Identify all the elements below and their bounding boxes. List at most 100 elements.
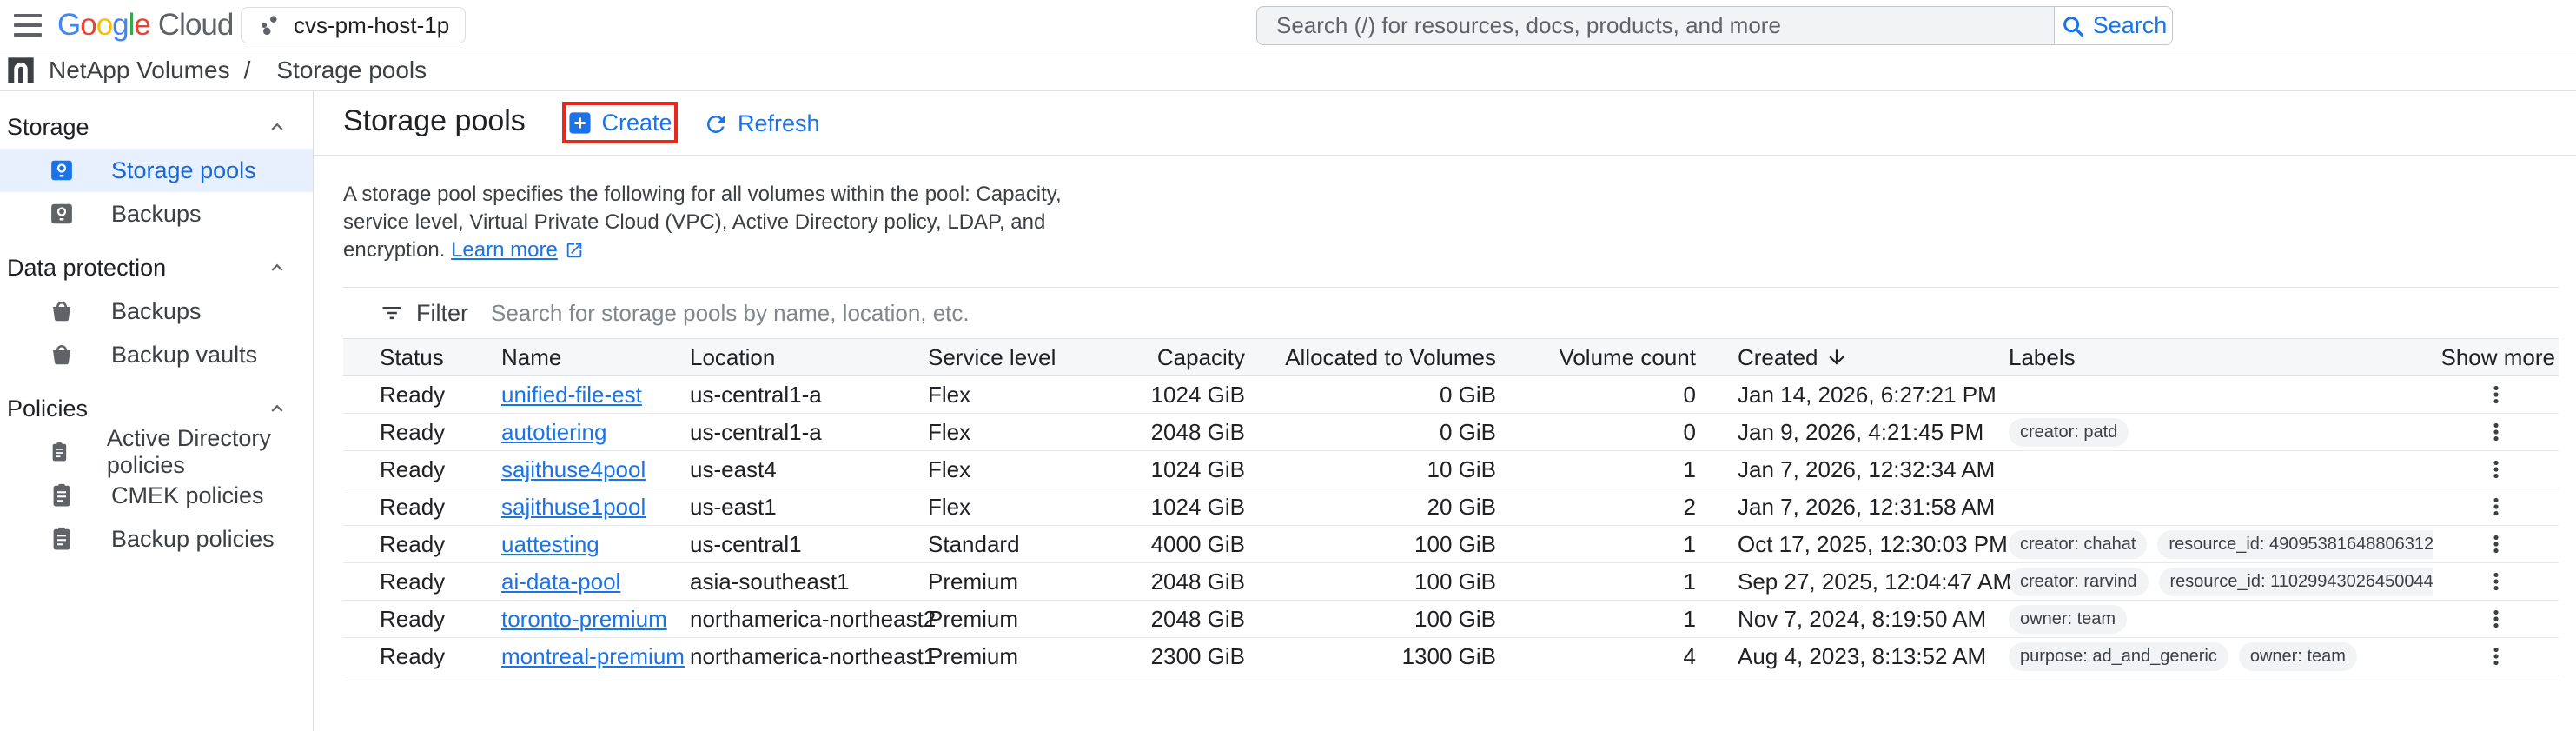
create-button[interactable]: Create — [562, 109, 677, 137]
row-actions-menu[interactable] — [2479, 601, 2513, 636]
pool-name-link[interactable]: unified-file-est — [501, 381, 642, 408]
status-cell: Ready — [380, 642, 446, 669]
status-cell: Ready — [380, 605, 446, 632]
sidebar-item-storage-pools[interactable]: Storage pools — [0, 149, 313, 192]
learn-more-link[interactable]: Learn more — [451, 236, 584, 264]
column-header-volume-count[interactable]: Volume count — [1559, 343, 1696, 370]
capacity-cell: 1024 GiB — [1150, 455, 1245, 482]
three-dot-menu-icon — [2493, 422, 2499, 442]
location-cell: us-central1-a — [690, 418, 822, 445]
column-header-location[interactable]: Location — [690, 343, 776, 370]
column-header-labels[interactable]: Labels — [2009, 343, 2076, 370]
search-input[interactable] — [1256, 6, 2054, 45]
sidebar-item-active-directory-policies[interactable]: Active Directory policies — [0, 425, 313, 478]
table-row: Ready sajithuse1pool us-east1 Flex 1024 … — [343, 488, 2559, 526]
row-actions-menu[interactable] — [2479, 415, 2513, 449]
volume-count-cell: 1 — [1683, 605, 1696, 632]
volume-count-cell: 2 — [1683, 493, 1696, 520]
pool-name-link[interactable]: uattesting — [501, 530, 599, 557]
service-level-cell: Flex — [928, 455, 971, 482]
row-actions-menu[interactable] — [2479, 527, 2513, 562]
pool-name-link[interactable]: sajithuse4pool — [501, 455, 646, 482]
table-row: Ready sajithuse4pool us-east4 Flex 1024 … — [343, 451, 2559, 488]
filter-bar: Filter — [343, 288, 2559, 338]
sidebar-item-cmek-policies[interactable]: CMEK policies — [0, 474, 313, 517]
label-chip: resource_id: 11029943026450044167 — [2158, 567, 2433, 596]
row-actions-menu[interactable] — [2479, 377, 2513, 412]
sidebar-section-data-protection[interactable]: Data protection — [0, 246, 313, 289]
filter-input[interactable] — [489, 298, 2559, 328]
pool-name-link[interactable]: autotiering — [501, 418, 607, 445]
project-selector[interactable]: cvs-pm-host-1p — [241, 7, 467, 43]
policy-clipboard-icon — [53, 483, 70, 507]
page-title: Storage pools — [343, 104, 526, 137]
sidebar-section-policies[interactable]: Policies — [0, 387, 313, 430]
pool-name-link[interactable]: toronto-premium — [501, 605, 667, 632]
label-chip: owner: team — [2238, 641, 2357, 671]
three-dot-menu-icon — [2493, 572, 2499, 591]
location-cell: northamerica-northeast2 — [690, 605, 937, 632]
labels-cell: purpose: ad_and_generic owner: team — [1991, 641, 2433, 671]
column-header-status[interactable]: Status — [380, 343, 444, 370]
add-box-icon — [569, 111, 592, 134]
show-more-columns[interactable]: Show more — [2440, 343, 2556, 370]
labels-cell: creator: rarvind resource_id: 1102994302… — [1991, 567, 2433, 596]
volume-count-cell: 1 — [1683, 530, 1696, 557]
row-actions-menu[interactable] — [2479, 489, 2513, 524]
column-header-capacity[interactable]: Capacity — [1156, 343, 1245, 370]
sidebar-section-storage[interactable]: Storage — [0, 105, 313, 149]
column-header-name[interactable]: Name — [501, 343, 562, 370]
status-cell: Ready — [380, 530, 446, 557]
created-cell: Oct 17, 2025, 12:30:03 PM — [1738, 530, 2008, 557]
search-button[interactable]: Search — [2054, 6, 2173, 45]
created-cell: Jan 14, 2026, 6:27:21 PM — [1738, 381, 1997, 408]
column-header-allocated[interactable]: Allocated to Volumes — [1285, 343, 1496, 370]
created-cell: Nov 7, 2024, 8:19:50 AM — [1738, 605, 1987, 632]
sidebar-item-backups[interactable]: Backups — [0, 289, 313, 333]
column-header-created[interactable]: Created — [1696, 344, 1991, 371]
sidebar-item-volumes[interactable]: Backups — [0, 192, 313, 236]
status-cell: Ready — [380, 455, 446, 482]
column-header-service-level[interactable]: Service level — [928, 343, 1056, 370]
chevron-up-icon — [271, 263, 283, 271]
row-actions-menu[interactable] — [2479, 639, 2513, 674]
breadcrumb-app[interactable]: NetApp Volumes — [49, 56, 230, 83]
table-row: Ready unified-file-est us-central1-a Fle… — [343, 376, 2559, 414]
breadcrumb: NetApp Volumes / Storage pools — [0, 50, 2576, 91]
global-search: Search — [1256, 6, 2173, 45]
row-actions-menu[interactable] — [2479, 564, 2513, 599]
pool-name-link[interactable]: sajithuse1pool — [501, 493, 646, 520]
allocated-cell: 100 GiB — [1414, 568, 1496, 595]
table-header-row: Status Name Location Service level Capac… — [343, 338, 2559, 376]
table-row: Ready toronto-premium northamerica-north… — [343, 601, 2559, 638]
service-level-cell: Premium — [928, 568, 1019, 595]
capacity-cell: 1024 GiB — [1150, 493, 1245, 520]
sidebar-item-backup-vaults[interactable]: Backup vaults — [0, 333, 313, 376]
search-icon — [2063, 16, 2083, 37]
service-level-cell: Flex — [928, 381, 971, 408]
table-row: Ready montreal-premium northamerica-nort… — [343, 638, 2559, 675]
hamburger-menu-icon[interactable] — [14, 11, 45, 39]
status-cell: Ready — [380, 418, 446, 445]
row-actions-menu[interactable] — [2479, 452, 2513, 487]
volume-count-cell: 0 — [1683, 418, 1696, 445]
created-cell: Sep 27, 2025, 12:04:47 AM — [1738, 568, 2012, 595]
labels-cell: owner: team — [1991, 604, 2433, 634]
project-icon — [262, 16, 277, 36]
allocated-cell: 0 GiB — [1439, 418, 1496, 445]
volume-count-cell: 0 — [1683, 381, 1696, 408]
labels-cell: creator: patd — [1991, 417, 2433, 447]
pool-name-link[interactable]: montreal-premium — [501, 642, 685, 669]
service-level-cell: Premium — [928, 605, 1019, 632]
header-divider — [314, 155, 2576, 156]
service-level-cell: Premium — [928, 642, 1019, 669]
location-cell: us-central1-a — [690, 381, 822, 408]
sidebar-item-backup-policies[interactable]: Backup policies — [0, 517, 313, 561]
refresh-button[interactable]: Refresh — [698, 110, 825, 138]
project-name: cvs-pm-host-1p — [294, 11, 450, 38]
pool-name-link[interactable]: ai-data-pool — [501, 568, 621, 595]
capacity-cell: 2048 GiB — [1150, 418, 1245, 445]
top-app-bar: Google Cloud cvs-pm-host-1p Search — [0, 0, 2576, 50]
status-cell: Ready — [380, 493, 446, 520]
allocated-cell: 10 GiB — [1427, 455, 1497, 482]
